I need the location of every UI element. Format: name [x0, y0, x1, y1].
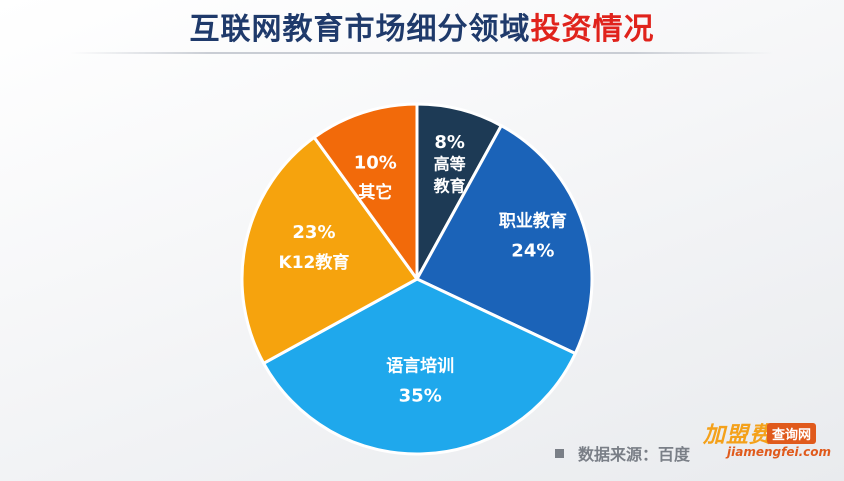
slice-category-label: 职业教育 — [499, 210, 567, 231]
slice-value-label: 35% — [399, 386, 442, 407]
pie-slice — [312, 102, 419, 281]
slice-label-group: 10% 其它 — [354, 152, 397, 203]
slice-category-label: 教育 — [434, 176, 466, 195]
watermark-box: 查询网 — [767, 423, 817, 444]
pie-slice — [415, 124, 594, 356]
chart-title: 互联网教育市场细分领域 投资情况 — [0, 0, 844, 52]
slice-label-group: 职业教育 24% — [499, 210, 567, 261]
chart-title-highlight: 投资情况 — [530, 12, 655, 47]
watermark-url: jiamengfei.com — [727, 445, 831, 459]
title-divider — [70, 52, 774, 54]
data-source-text: 数据来源：百度 — [578, 445, 691, 464]
pie-slice — [240, 135, 419, 365]
slice-value-label: 24% — [511, 241, 554, 262]
data-source-note: 数据来源：百度 — [555, 442, 690, 464]
slice-category-label: 其它 — [358, 182, 392, 203]
slice-label-group: 23% K12教育 — [279, 222, 350, 273]
slice-label-group: 语言培训 35% — [386, 355, 454, 406]
watermark-logo: 加盟费 查询网 jiamengfei.com — [703, 417, 835, 465]
slice-value-label: 8% — [434, 132, 465, 153]
slice-category-label: 高等 — [434, 154, 466, 173]
slice-category-label: 语言培训 — [386, 355, 454, 376]
slice-category-label: K12教育 — [279, 252, 350, 273]
slice-value-label: 23% — [292, 222, 335, 243]
bullet-square-icon — [555, 448, 564, 458]
pie-slice — [262, 277, 577, 456]
slice-value-label: 10% — [354, 152, 397, 173]
watermark-brand: 加盟费 — [703, 423, 773, 448]
chart-title-main: 互联网教育市场细分领域 — [189, 12, 531, 47]
